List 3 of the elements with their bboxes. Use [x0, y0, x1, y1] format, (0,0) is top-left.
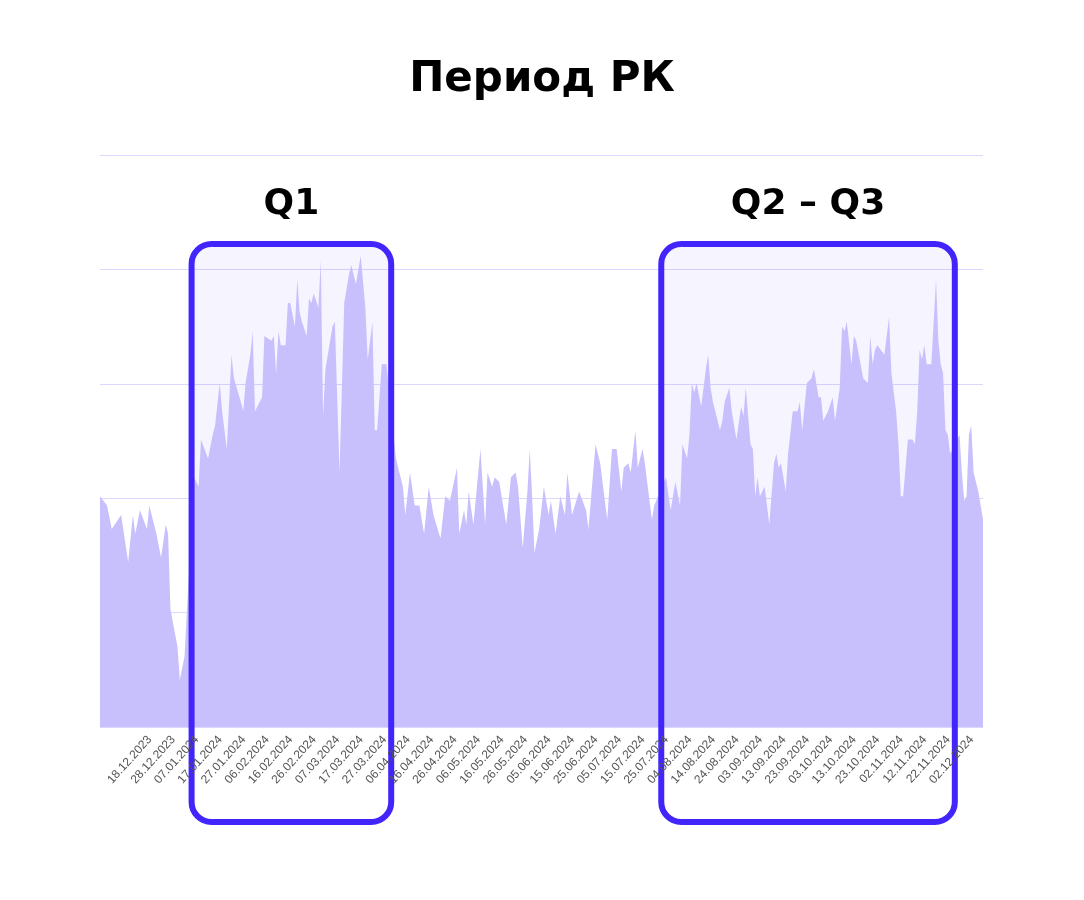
band-label: Q1 — [263, 180, 320, 222]
chart-title: Период РК — [409, 51, 675, 101]
band-label: Q2 – Q3 — [730, 180, 886, 222]
